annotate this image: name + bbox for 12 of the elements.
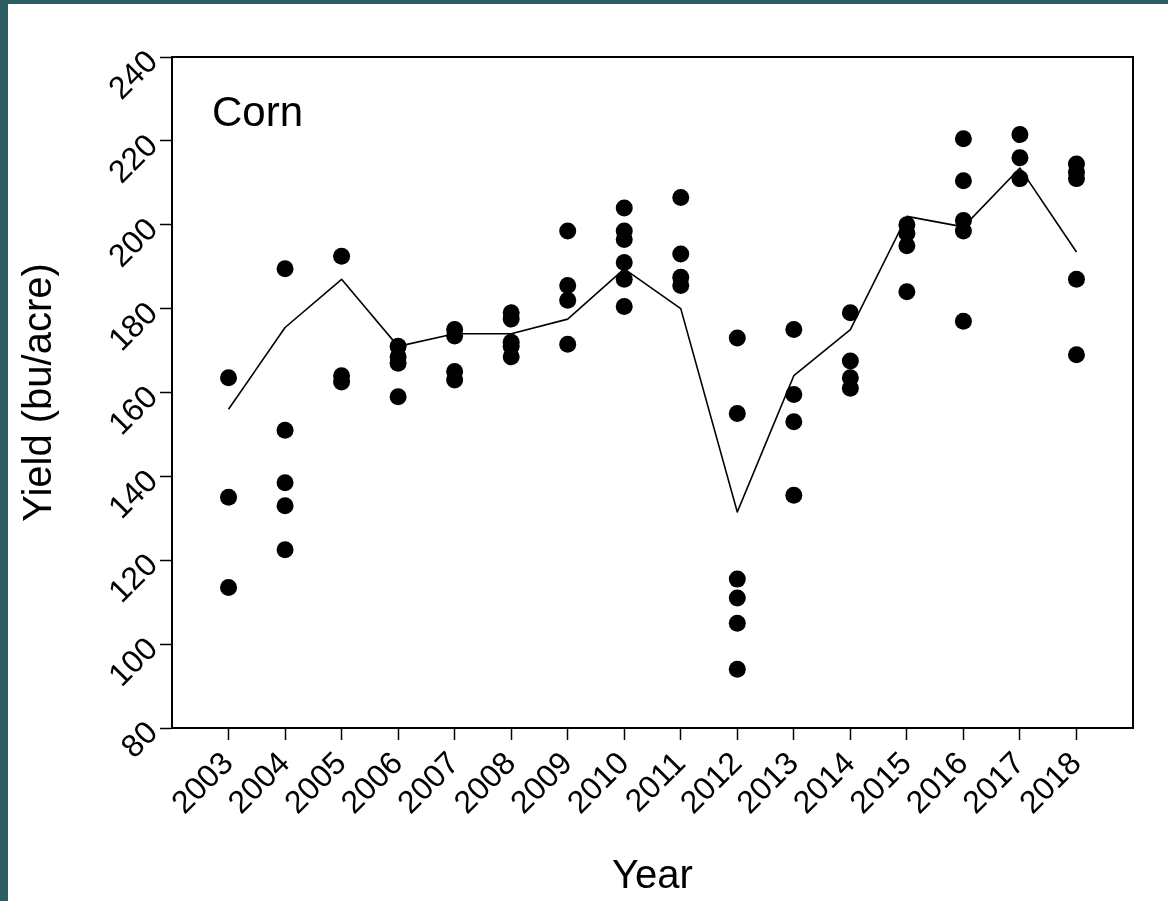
- y-tick-label: 100: [100, 629, 165, 694]
- y-tick-label: 180: [100, 294, 165, 358]
- y-tick-label: 160: [100, 378, 165, 442]
- y-tick-label: 120: [100, 545, 165, 610]
- y-tick-label: 80: [113, 713, 165, 765]
- text: Corn: [212, 88, 304, 135]
- y-tick-label: 140: [100, 462, 165, 526]
- y-axis-title: Yield (bu/acre): [15, 263, 60, 522]
- y-tick-label: 200: [100, 210, 165, 274]
- x-axis-title: Year: [612, 852, 693, 897]
- y-tick-label: 240: [100, 42, 165, 106]
- y-tick-label: 220: [100, 126, 165, 190]
